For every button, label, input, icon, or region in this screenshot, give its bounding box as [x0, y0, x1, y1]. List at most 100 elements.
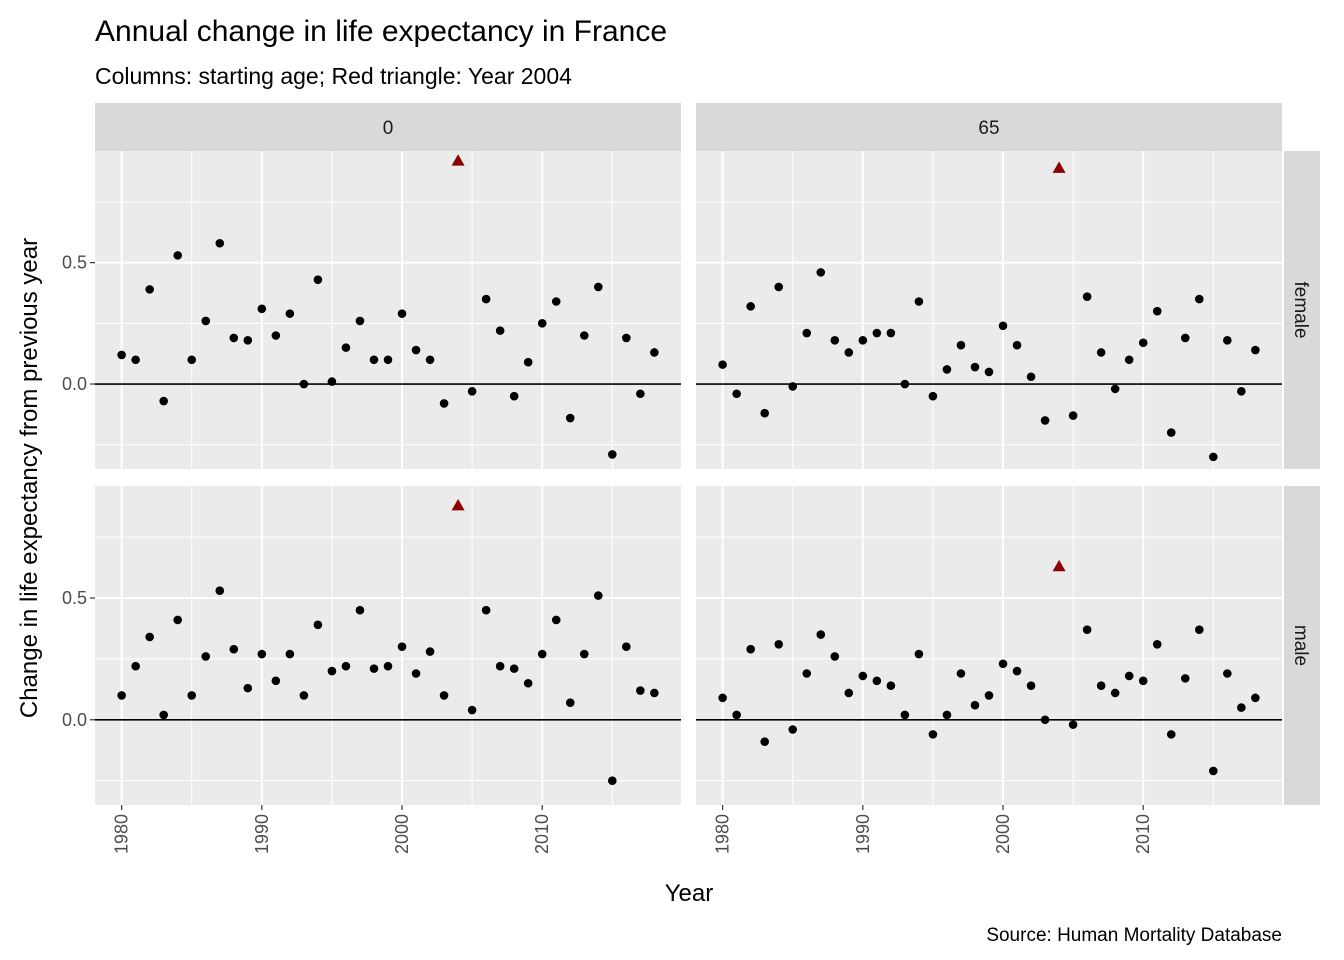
facet-panels: 0 65 female male 0.0 0.5 0.0 0.5 1980 1990 2000 201…	[62, 103, 1320, 854]
data-point-1983	[159, 396, 168, 406]
data-point-1999	[383, 661, 393, 671]
data-point-2011	[551, 615, 561, 625]
data-point-1991	[872, 328, 882, 338]
data-point-2012	[1166, 428, 1176, 437]
data-point-2000	[998, 321, 1008, 331]
data-point-2015	[1209, 766, 1218, 776]
x-tick-label: 2010	[1133, 814, 1153, 854]
data-point-1993	[900, 379, 910, 389]
data-point-1980	[117, 350, 126, 360]
data-point-1990	[858, 671, 868, 681]
x-tick-label: 1980	[713, 814, 733, 854]
data-point-1996	[341, 343, 351, 352]
data-point-1995	[928, 391, 938, 401]
data-point-2013	[1180, 674, 1190, 683]
x-tick-label: 2000	[392, 814, 412, 854]
data-point-2002	[425, 355, 435, 365]
data-point-1981	[732, 710, 741, 720]
data-point-2003	[439, 399, 449, 408]
data-point-1990	[858, 336, 868, 345]
strip-row-male	[1284, 486, 1320, 805]
x-axis-title: Year	[665, 880, 714, 907]
data-point-1989	[844, 348, 854, 357]
data-point-2009	[523, 678, 533, 688]
data-point-2015	[608, 450, 617, 459]
data-point-2012	[565, 413, 575, 423]
panel-background	[696, 151, 1282, 469]
data-point-1987	[816, 268, 826, 277]
data-point-1986	[201, 652, 211, 661]
panel-background	[95, 486, 681, 805]
data-point-1982	[145, 632, 154, 642]
data-point-2018	[650, 688, 659, 698]
data-point-1996	[341, 661, 351, 671]
y-axis-title: Change in life expectancy from previous …	[16, 238, 43, 718]
data-point-1988	[229, 644, 239, 654]
data-point-1985	[788, 725, 798, 734]
data-point-1984	[173, 251, 183, 260]
data-point-1988	[830, 652, 840, 661]
data-point-2014	[593, 591, 603, 600]
data-point-2003	[1040, 715, 1050, 725]
data-point-1982	[746, 302, 755, 311]
data-point-2014	[1194, 625, 1204, 634]
data-point-2007	[1096, 681, 1106, 690]
data-point-1995	[327, 666, 337, 676]
data-point-2001	[1012, 666, 1022, 676]
data-point-2008	[509, 391, 519, 401]
data-point-1999	[984, 367, 994, 377]
data-point-2000	[397, 642, 407, 652]
highlight-triangle-2004	[1052, 559, 1066, 572]
data-point-2015	[608, 776, 617, 785]
data-point-1982	[746, 644, 755, 654]
data-point-2012	[1166, 730, 1176, 739]
data-point-2009	[1124, 355, 1134, 365]
data-point-2007	[1096, 348, 1106, 357]
data-point-2008	[1110, 384, 1120, 394]
chart-caption: Source: Human Mortality Database	[986, 925, 1282, 946]
data-point-2008	[509, 664, 519, 673]
facet-panel-65-male	[696, 486, 1282, 805]
data-point-1998	[369, 664, 379, 673]
data-point-2014	[593, 282, 603, 292]
data-point-2018	[1251, 693, 1260, 703]
data-point-1991	[271, 676, 281, 686]
data-point-1986	[802, 669, 812, 678]
data-point-2016	[622, 642, 631, 652]
data-point-2001	[1012, 340, 1022, 350]
facet-panel-0-male	[95, 486, 681, 805]
strip-label-col-65: 65	[978, 118, 999, 139]
data-point-2006	[481, 605, 491, 615]
chart-subtitle: Columns: starting age; Red triangle: Yea…	[95, 63, 572, 89]
data-point-2006	[1082, 292, 1092, 301]
data-point-2017	[1237, 387, 1246, 396]
data-point-2017	[636, 686, 645, 695]
data-point-1996	[942, 365, 952, 374]
data-point-2002	[1026, 372, 1036, 382]
data-point-1992	[886, 681, 896, 690]
data-point-1995	[928, 730, 938, 739]
strip-col-65	[696, 103, 1282, 151]
data-point-1988	[830, 336, 840, 345]
x-tick-label: 1980	[112, 814, 132, 854]
data-point-1997	[956, 669, 966, 678]
data-point-2005	[467, 705, 477, 715]
panel-background	[696, 486, 1282, 805]
data-point-2002	[425, 647, 435, 656]
highlight-triangle-2004	[1052, 161, 1066, 173]
data-point-1987	[215, 586, 225, 596]
highlight-triangle-2004	[451, 154, 465, 166]
data-point-2001	[411, 669, 421, 678]
data-point-1984	[774, 639, 784, 649]
data-point-1994	[313, 275, 323, 284]
data-point-1989	[844, 688, 854, 698]
data-point-2013	[579, 649, 589, 659]
data-point-2013	[579, 331, 589, 340]
x-tick-label: 1990	[252, 814, 272, 854]
x-tick-label: 2010	[532, 814, 552, 854]
data-point-1980	[718, 693, 727, 703]
data-point-1998	[970, 362, 980, 372]
data-point-1988	[229, 333, 239, 343]
data-point-2006	[1082, 625, 1092, 634]
data-point-2010	[537, 319, 547, 328]
